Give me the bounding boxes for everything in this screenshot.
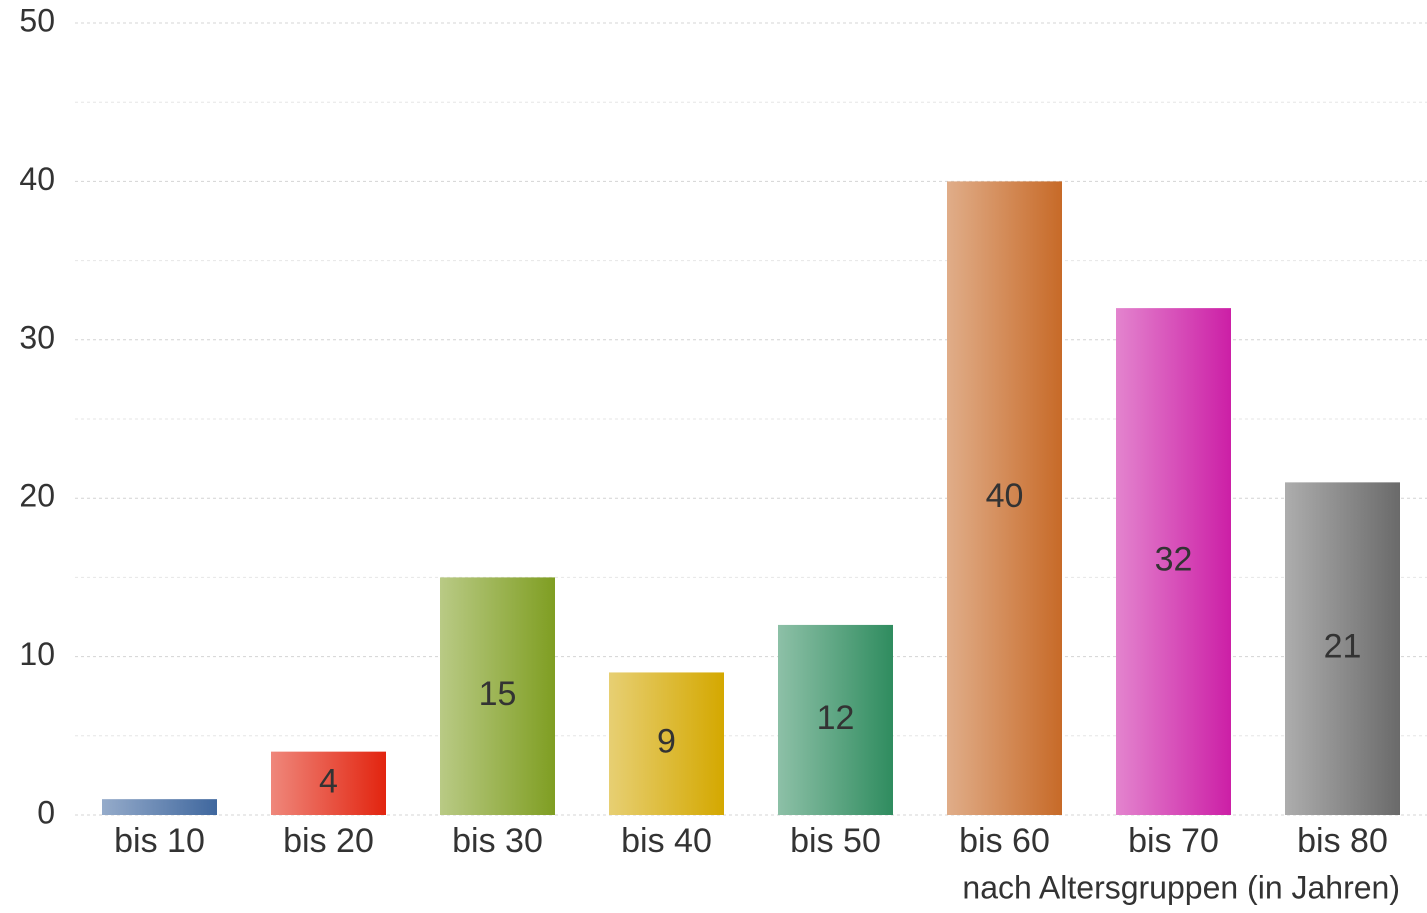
- y-tick-label: 10: [19, 636, 55, 672]
- data-label: 12: [817, 699, 855, 737]
- x-tick-label: bis 40: [621, 822, 712, 860]
- x-tick-label: bis 10: [114, 822, 205, 860]
- y-tick-label: 50: [19, 2, 55, 38]
- y-tick-label: 20: [19, 478, 55, 514]
- x-axis-label: nach Altersgruppen (in Jahren): [962, 869, 1400, 905]
- x-tick-label: bis 30: [452, 822, 543, 860]
- y-tick-label: 40: [19, 161, 55, 197]
- bar: [778, 624, 893, 815]
- x-tick-label: bis 60: [959, 822, 1050, 860]
- y-tick-label: 0: [37, 794, 55, 830]
- data-label: 4: [319, 762, 338, 800]
- data-label: 15: [479, 675, 517, 713]
- data-label: 32: [1155, 541, 1193, 579]
- bar: [440, 577, 555, 815]
- x-tick-label: bis 70: [1128, 822, 1219, 860]
- x-tick-label: bis 20: [283, 822, 374, 860]
- bar: [1285, 482, 1400, 815]
- y-tick-label: 30: [19, 319, 55, 355]
- bar: [271, 751, 386, 815]
- data-label: 9: [657, 723, 676, 761]
- bar: [947, 181, 1062, 815]
- data-label: 40: [986, 477, 1024, 515]
- bar: [102, 799, 217, 815]
- x-tick-label: bis 50: [790, 822, 881, 860]
- bar: [609, 672, 724, 815]
- bar: [1116, 308, 1231, 815]
- data-label: 21: [1324, 628, 1362, 666]
- x-tick-label: bis 80: [1297, 822, 1388, 860]
